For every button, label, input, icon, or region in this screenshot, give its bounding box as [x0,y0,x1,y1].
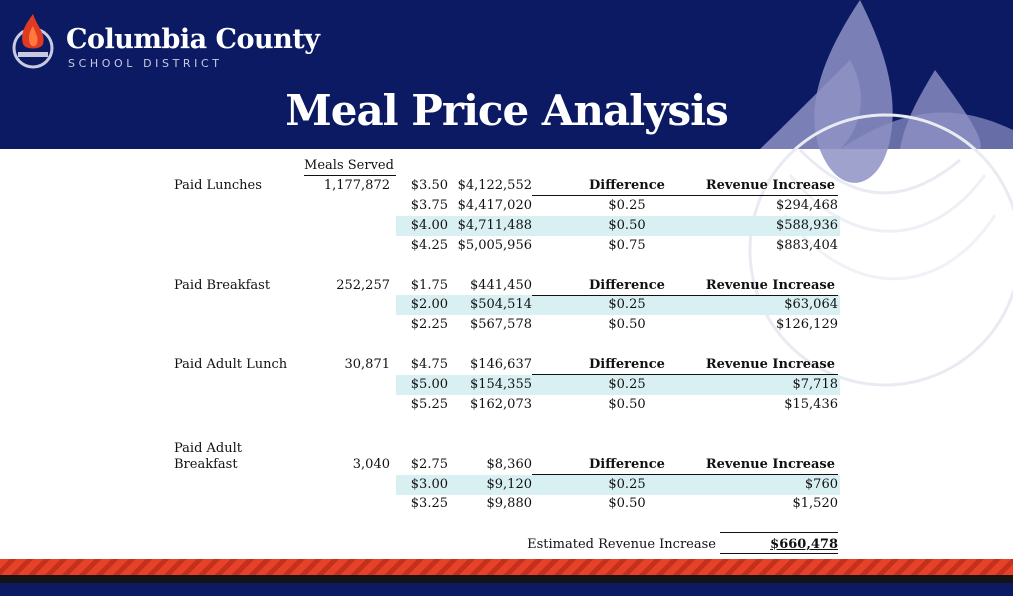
price-cell: $3.75 [410,198,448,213]
revenue-increase-cell: $63,064 [784,297,838,312]
header-underline [304,175,396,176]
revenue-cell: $162,073 [469,397,532,412]
revenue-increase-cell: $760 [804,477,838,492]
revenue-increase-cell: $126,129 [775,317,838,332]
revenue-cell: $4,417,020 [457,198,532,213]
difference-header: Difference [589,357,665,372]
row-highlight [396,295,840,315]
difference-cell: $0.75 [608,238,646,253]
difference-header: Difference [589,278,665,293]
difference-header: Difference [589,457,665,472]
revenue-cell: $8,360 [486,457,533,472]
price-cell: $5.00 [410,377,448,392]
revenue-cell: $154,355 [469,377,532,392]
difference-cell: $0.50 [608,496,646,511]
total-label: Estimated Revenue Increase [527,537,716,552]
header-underline [532,295,838,296]
revenue-cell: $5,005,956 [457,238,532,253]
total-topline [720,532,838,533]
page-title: Meal Price Analysis [285,86,729,135]
meals-served-header: Meals Served [304,158,394,173]
meals-served-value: 252,257 [336,278,390,293]
price-cell: $5.25 [410,397,448,412]
footer-navy-band [0,583,1013,596]
price-cell: $2.25 [410,317,448,332]
revenue-increase-header: Revenue Increase [705,357,835,372]
meals-served-value: 30,871 [344,357,391,372]
revenue-cell: $567,578 [469,317,532,332]
section-label-line1: Paid Adult [174,441,242,456]
torch-flame-logo-icon [12,14,54,69]
footer-stripe [0,559,1013,575]
revenue-increase-cell: $1,520 [792,496,839,511]
revenue-increase-header: Revenue Increase [705,278,835,293]
revenue-increase-cell: $7,718 [792,377,839,392]
header-underline [532,474,838,475]
revenue-increase-cell: $588,936 [775,218,838,233]
revenue-cell: $9,120 [486,477,533,492]
difference-cell: $0.25 [608,297,646,312]
section-label: Paid Adult Lunch [174,357,288,372]
price-cell: $4.25 [410,238,448,253]
price-cell: $2.75 [410,457,448,472]
price-cell: $4.75 [410,357,448,372]
meals-served-value: 1,177,872 [323,178,390,193]
section-label-line2: Breakfast [174,457,238,472]
section-label: Paid Lunches [174,178,262,193]
revenue-increase-cell: $15,436 [784,397,838,412]
revenue-increase-cell: $883,404 [775,238,838,253]
brand-subtitle: SCHOOL DISTRICT [68,57,223,70]
revenue-cell: $4,711,488 [457,218,532,233]
price-cell: $2.00 [410,297,448,312]
revenue-cell: $504,514 [469,297,532,312]
row-highlight [396,375,840,395]
header-underline [532,374,838,375]
revenue-increase-cell: $294,468 [775,198,838,213]
section-label: Paid Breakfast [174,278,271,293]
meals-served-value: 3,040 [352,457,390,472]
price-cell: $3.00 [410,477,448,492]
price-cell: $3.25 [410,496,448,511]
difference-cell: $0.50 [608,397,646,412]
revenue-cell: $9,880 [486,496,533,511]
revenue-increase-header: Revenue Increase [705,457,835,472]
revenue-cell: $146,637 [469,357,532,372]
difference-cell: $0.50 [608,218,646,233]
difference-cell: $0.50 [608,317,646,332]
difference-header: Difference [589,178,665,193]
header-underline [532,195,838,196]
total-underline [720,553,838,554]
revenue-cell: $4,122,552 [457,178,532,193]
brand-name: Columbia County [66,24,320,55]
difference-cell: $0.25 [608,477,646,492]
total-value: $660,478 [770,537,838,552]
difference-cell: $0.25 [608,377,646,392]
row-highlight [396,475,840,495]
price-cell: $4.00 [410,218,448,233]
price-cell: $3.50 [410,178,448,193]
revenue-increase-header: Revenue Increase [705,178,835,193]
difference-cell: $0.25 [608,198,646,213]
revenue-cell: $441,450 [469,278,532,293]
row-highlight [396,216,840,236]
price-cell: $1.75 [410,278,448,293]
